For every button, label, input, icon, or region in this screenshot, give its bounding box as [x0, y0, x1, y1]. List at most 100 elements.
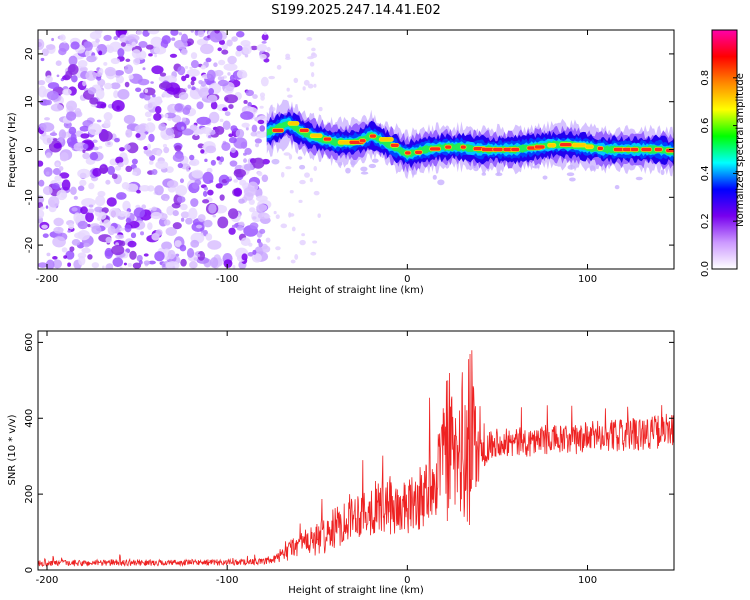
- noise-blob: [288, 212, 292, 218]
- noise-blob: [194, 30, 199, 36]
- noise-blob: [83, 41, 92, 48]
- ridge-satellite: [542, 175, 548, 180]
- noise-blob: [184, 65, 189, 69]
- noise-blob: [74, 107, 82, 117]
- noise-blob: [104, 66, 116, 77]
- noise-blob: [252, 94, 258, 99]
- ridge-peak: [309, 133, 323, 138]
- noise-blob: [233, 179, 238, 183]
- noise-blob: [205, 57, 212, 63]
- noise-blob: [63, 41, 66, 44]
- noise-blob: [151, 169, 158, 175]
- snr-x-tick-label: -200: [36, 575, 59, 586]
- noise-blob: [135, 87, 142, 93]
- ridge-satellite: [360, 171, 369, 175]
- ridge-peak: [559, 142, 573, 147]
- noise-blob: [123, 262, 127, 266]
- ridge-satellite: [345, 167, 351, 174]
- ridge-band-mid: [266, 115, 674, 163]
- noise-blob: [115, 234, 125, 240]
- noise-blob: [228, 137, 237, 144]
- noise-blob: [177, 66, 186, 76]
- noise-blob: [217, 79, 229, 87]
- colorbar-bar: [711, 29, 738, 270]
- noise-blob: [153, 113, 162, 121]
- noise-blob: [117, 89, 130, 100]
- ridge-satellite: [337, 162, 343, 166]
- noise-blob: [254, 142, 260, 148]
- noise-blob: [153, 46, 167, 55]
- noise-blob: [238, 222, 243, 226]
- noise-blob: [213, 62, 218, 68]
- noise-blob: [228, 104, 234, 110]
- ridge-satellite: [368, 163, 377, 169]
- noise-blob: [227, 208, 239, 220]
- noise-blob: [124, 64, 134, 75]
- noise-blob: [207, 189, 214, 196]
- spectrogram-y-tick-label: -10: [24, 189, 35, 205]
- noise-blob: [91, 225, 102, 235]
- noise-blob: [147, 30, 160, 35]
- noise-blob: [259, 53, 267, 60]
- noise-blob: [47, 82, 60, 90]
- noise-blob: [113, 90, 119, 99]
- noise-blob: [148, 260, 156, 265]
- noise-blob: [275, 214, 280, 220]
- noise-blob: [67, 262, 72, 267]
- noise-blob: [288, 154, 293, 160]
- noise-blob: [55, 162, 60, 167]
- noise-blob: [56, 74, 60, 78]
- ridge-peak: [444, 144, 452, 150]
- noise-blob: [58, 138, 64, 143]
- noise-blob: [52, 138, 58, 141]
- noise-blob: [121, 182, 130, 190]
- noise-blob: [283, 152, 291, 156]
- noise-blob: [313, 166, 318, 172]
- noise-blob: [198, 79, 204, 85]
- noise-blob: [59, 34, 66, 41]
- ridge-satellite: [532, 165, 540, 169]
- colorbar-tick-label: 0.2: [700, 213, 711, 229]
- noise-blob: [147, 143, 152, 150]
- noise-blob: [83, 242, 90, 248]
- ridge-satellite: [589, 165, 596, 171]
- noise-blob: [257, 171, 263, 177]
- noise-blob: [200, 64, 207, 70]
- noise-blob: [219, 156, 225, 163]
- noise-blob: [169, 53, 178, 58]
- noise-blob: [222, 107, 228, 112]
- noise-blob: [206, 69, 216, 81]
- noise-blob: [164, 198, 169, 202]
- noise-blob: [192, 134, 200, 141]
- noise-blob: [147, 185, 155, 192]
- noise-blob: [45, 75, 53, 84]
- noise-blob: [180, 258, 187, 267]
- noise-blob: [188, 207, 198, 220]
- noise-blob: [167, 249, 176, 260]
- noise-blob: [161, 35, 171, 45]
- noise-blob: [200, 149, 205, 154]
- snr-y-tick-label: 0: [24, 567, 35, 573]
- noise-blob: [70, 186, 77, 196]
- ridge-band-cyan: [266, 117, 674, 161]
- noise-blob: [243, 99, 248, 104]
- ridge-satellite: [271, 158, 280, 165]
- noise-blob: [176, 196, 186, 203]
- noise-blob: [131, 49, 142, 59]
- ridge-peak: [571, 142, 587, 148]
- snr-axes: -200 -100 0 100 0 200 400 600: [24, 331, 674, 586]
- noise-blob: [98, 50, 103, 56]
- noise-blob: [280, 223, 288, 229]
- spectrogram-y-tick-label: 0: [24, 146, 35, 152]
- noise-blob: [203, 219, 213, 228]
- noise-blob: [261, 174, 269, 183]
- noise-blob: [77, 220, 89, 230]
- noise-blob: [117, 48, 125, 58]
- noise-blob: [175, 253, 180, 257]
- ridge-satellite: [635, 176, 643, 181]
- noise-blob: [54, 175, 62, 182]
- noise-blob: [145, 44, 154, 50]
- noise-blob: [82, 152, 90, 160]
- noise-blob: [186, 38, 195, 46]
